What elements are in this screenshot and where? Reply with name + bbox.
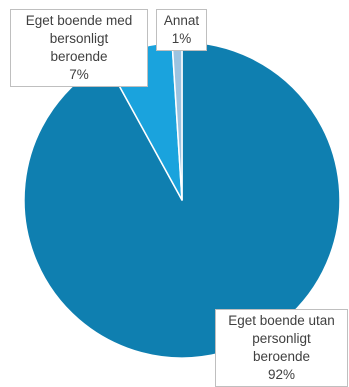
label-line: beroende — [50, 49, 108, 64]
label-percent: 1% — [171, 31, 192, 46]
data-label-eget-boende-utan: Eget boende utan personligt beroende 92% — [215, 309, 348, 387]
label-percent: 92% — [267, 367, 296, 382]
data-label-eget-boende-med: Eget boende med bersonligt beroende 7% — [10, 9, 148, 87]
label-line: beroende — [252, 349, 311, 364]
label-line: Eget boende med — [25, 13, 133, 28]
label-line: Eget boende utan — [228, 313, 335, 328]
label-line: bersonligt — [49, 31, 109, 46]
label-line: Annat — [163, 13, 200, 28]
data-label-annat: Annat 1% — [156, 9, 207, 51]
label-percent: 7% — [69, 67, 89, 82]
label-line: personligt — [252, 331, 311, 346]
